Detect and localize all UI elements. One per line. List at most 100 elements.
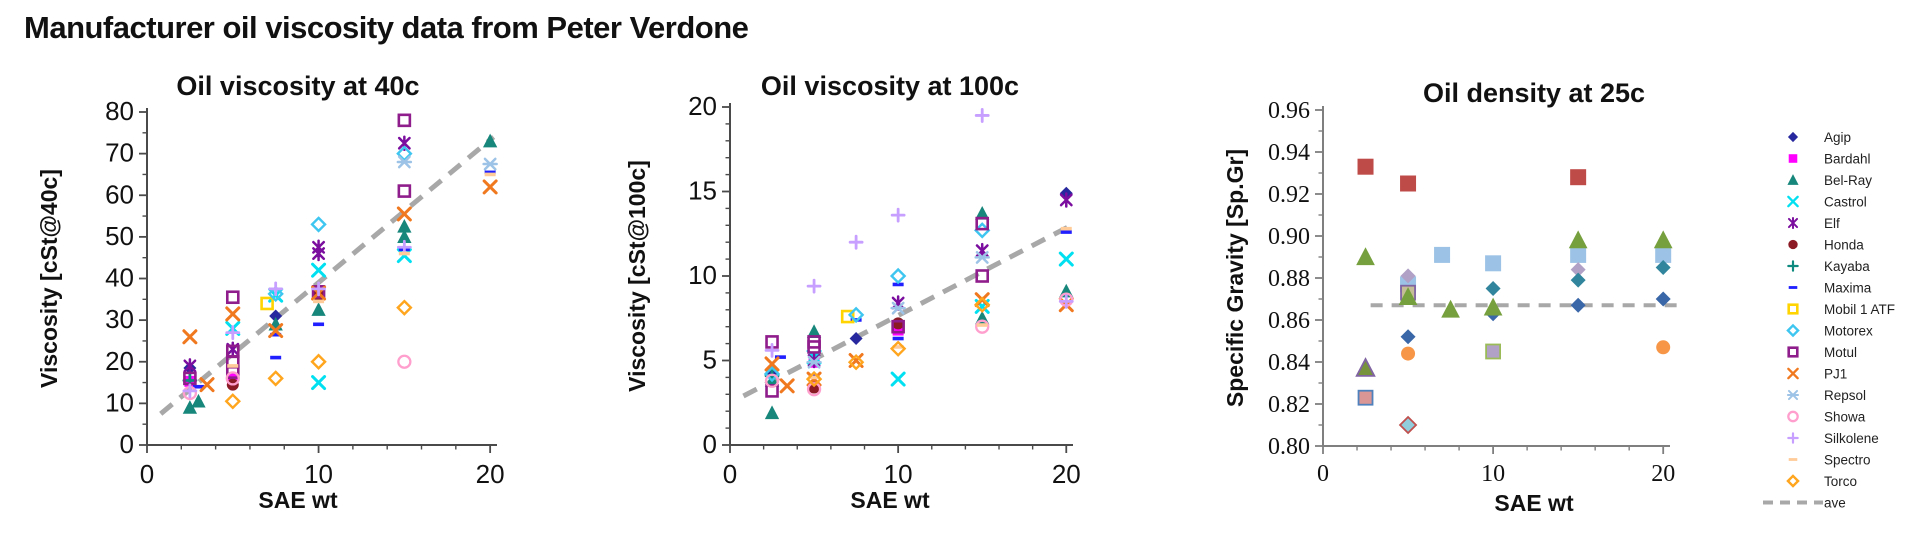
y-tick-label: 50 [105, 221, 134, 251]
marker-plus [225, 325, 241, 341]
series-motorex [267, 145, 413, 303]
marker-triangle [397, 229, 412, 244]
series-kayaba [1355, 357, 1376, 377]
marker-diamond [224, 393, 241, 410]
legend-item-castrol: Castrol [1787, 195, 1867, 210]
y-tick-label: 0.86 [1268, 308, 1310, 334]
marker-dash [976, 323, 988, 327]
marker-x [311, 375, 327, 391]
marker-square [1434, 246, 1451, 263]
marker-triangle [397, 218, 412, 233]
chart-oil-density-at-25c: 0.80 0.82 0.84 0.86 0.88 0.90 0.92 0.94 0.96 0 10 2… [1222, 78, 1686, 516]
marker-square [1655, 246, 1672, 263]
series-agip [1400, 291, 1671, 345]
y-tick-label: 60 [105, 179, 134, 209]
marker-triangle [1356, 247, 1375, 266]
legend-item-silkolene: Silkolene [1787, 431, 1879, 446]
marker-square [1787, 346, 1799, 358]
series-bel-ray [1356, 230, 1673, 318]
marker-diamond [847, 353, 865, 371]
chart-legend: Agip Bardahl Bel-Ray Castrol Elf Honda Kayaba M… [1763, 130, 1895, 511]
marker-square [765, 384, 779, 398]
marker-plus [890, 207, 906, 223]
marker-square [1400, 175, 1417, 192]
legend-item-agip: Agip [1787, 130, 1851, 145]
marker-starx [482, 157, 498, 171]
series-motul [765, 216, 990, 398]
marker-dash [808, 375, 820, 380]
marker-square [1357, 389, 1374, 406]
marker-x [396, 206, 412, 222]
marker-star [1787, 216, 1799, 230]
marker-x [225, 306, 241, 322]
legend-item-elf: Elf [1787, 216, 1840, 231]
legend-item-motul: Motul [1787, 345, 1857, 360]
marker-triangle [1568, 230, 1588, 249]
marker-circle [397, 354, 412, 369]
series-repsol [1400, 246, 1672, 293]
series-showa [1357, 389, 1374, 406]
legend-item-ave: ave [1763, 496, 1846, 511]
series-bel-ray [182, 133, 498, 414]
legend-item-mobil-1-atf: Mobil 1 ATF [1787, 302, 1895, 317]
marker-circle [1787, 410, 1799, 423]
series-spectro [808, 226, 1072, 380]
legend-item-spectro: Spectro [1788, 453, 1871, 468]
y-tick-label: 0.90 [1268, 224, 1310, 250]
marker-triangle [191, 393, 206, 408]
marker-square [1788, 154, 1798, 163]
legend-label: Maxima [1824, 281, 1872, 296]
legend-label: PJ1 [1824, 367, 1847, 382]
marker-diamond [1400, 268, 1416, 284]
y-tick-label: 0 [703, 429, 717, 459]
marker-triangle [482, 133, 498, 148]
marker-diamond [763, 365, 781, 383]
legend-item-showa: Showa [1787, 410, 1866, 425]
series-silkolene [182, 239, 412, 399]
marker-x [890, 371, 906, 387]
y-tick-label: 0.88 [1268, 266, 1310, 292]
marker-dash [774, 355, 786, 359]
marker-plus [1787, 260, 1799, 272]
marker-triangle [764, 405, 780, 420]
y-tick-label: 80 [105, 96, 134, 126]
series-torco [224, 299, 413, 410]
legend-label: Motorex [1824, 324, 1873, 339]
marker-diamond [1655, 260, 1671, 275]
marker-circle [1401, 346, 1416, 361]
marker-dash [270, 355, 282, 360]
marker-triangle [1483, 297, 1503, 316]
x-tick-label: 20 [1651, 461, 1675, 487]
marker-dash [1788, 286, 1798, 289]
trendline-ave [742, 223, 1073, 399]
marker-diamond [1787, 131, 1799, 143]
marker-x [1058, 251, 1074, 267]
marker-square [1485, 343, 1501, 360]
marker-dash [227, 364, 239, 368]
marker-diamond [269, 309, 283, 323]
marker-square [892, 324, 904, 336]
series-repsol [806, 250, 990, 369]
marker-dash [892, 282, 904, 287]
series-elf [183, 135, 411, 374]
y-tick-label: 0 [120, 429, 134, 459]
y-tick-label: 0.84 [1268, 350, 1310, 376]
marker-square [1485, 255, 1502, 272]
marker-diamond [1570, 272, 1586, 288]
series-motorex [763, 222, 991, 383]
marker-plus [764, 342, 780, 358]
marker-plus [268, 281, 284, 297]
x-tick-label: 0 [140, 459, 154, 489]
marker-plus [311, 281, 326, 297]
x-tick-label: 20 [1052, 459, 1081, 489]
chart-oil-viscosity-at-100c: 0 5 10 15 20 0 10 20 Oil viscosity at 100c SAE wt… [624, 71, 1081, 513]
legend-item-kayaba: Kayaba [1787, 259, 1870, 274]
marker-diamond [267, 370, 284, 387]
legend-item-bel-ray: Bel-Ray [1787, 173, 1872, 188]
x-tick-label: 10 [1481, 461, 1505, 487]
chart-title: Oil viscosity at 40c [176, 71, 419, 101]
y-tick-label: 10 [688, 260, 717, 290]
series-showa [182, 354, 412, 401]
chart-oil-viscosity-at-40c: 0 10 20 30 40 50 60 70 80 0 10 20 Oil viscosity at 4… [36, 71, 505, 513]
marker-square [225, 290, 240, 305]
